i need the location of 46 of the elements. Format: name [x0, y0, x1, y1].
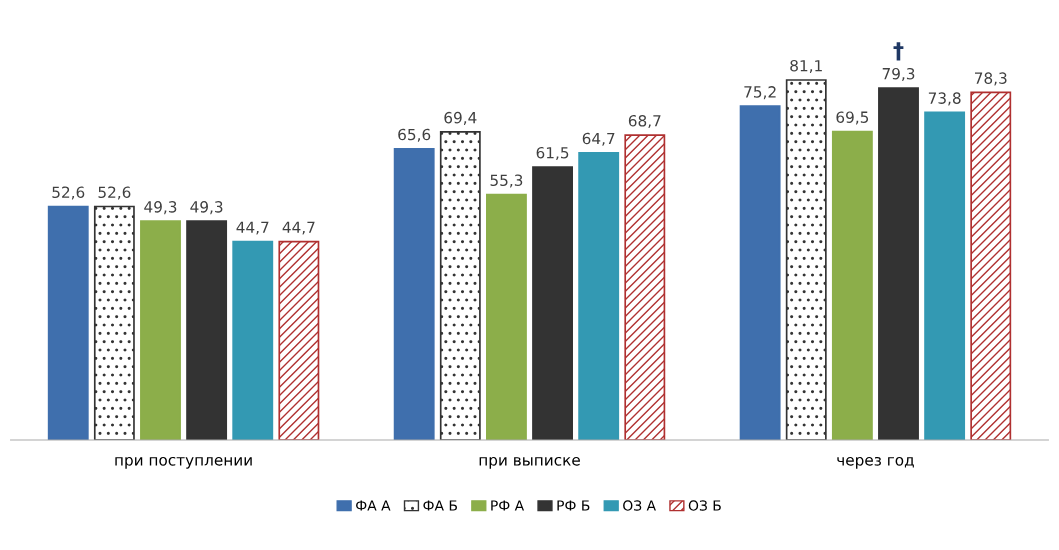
data-label: 49,3 [144, 201, 177, 215]
legend-label: ФА А [356, 500, 391, 511]
bar [578, 151, 620, 440]
data-label: 55,3 [490, 174, 523, 188]
data-label: 52,6 [98, 186, 131, 200]
data-label: 61,5 [536, 146, 569, 161]
bar [186, 220, 228, 440]
bar [970, 91, 1012, 440]
bar [739, 105, 781, 440]
data-label: 79,3 [882, 67, 915, 82]
data-label: 69,5 [836, 111, 869, 125]
bar [485, 193, 527, 440]
bar [232, 240, 274, 440]
data-label: 44,7 [282, 221, 315, 235]
data-label: 73,8 [928, 92, 961, 106]
legend-label: ОЗ А [623, 500, 656, 511]
legend-label: РФ А [491, 500, 525, 511]
bar [439, 131, 481, 440]
bar [140, 220, 181, 440]
legend-label: РФ Б [557, 500, 590, 511]
data-label: 81,1 [790, 59, 822, 74]
data-label: 78,3 [975, 72, 1007, 86]
legend-label: ФА Б [423, 500, 457, 511]
bar [532, 166, 574, 440]
x-tick-label: при выписке [479, 456, 580, 469]
data-label: 52,6 [52, 186, 85, 200]
bar [624, 134, 666, 440]
bar [831, 130, 873, 440]
bar [47, 205, 89, 440]
data-label: 49,3 [190, 201, 223, 215]
bar [93, 205, 135, 440]
data-label: 69,4 [444, 111, 477, 125]
bar [878, 87, 919, 440]
data-label: 68,7 [628, 114, 661, 129]
bar [393, 147, 435, 440]
data-label: 65,6 [398, 128, 431, 142]
bar [785, 79, 827, 440]
data-label: 64,7 [582, 132, 615, 146]
bar [278, 240, 320, 440]
legend-label: ОЗ Б [688, 500, 721, 511]
x-tick-label: через год [837, 456, 914, 469]
data-label: 44,7 [236, 221, 269, 235]
x-tick-label: при поступлении [115, 456, 252, 469]
bar [924, 111, 966, 440]
annotation: † [893, 42, 904, 61]
data-label: 75,2 [744, 86, 776, 100]
